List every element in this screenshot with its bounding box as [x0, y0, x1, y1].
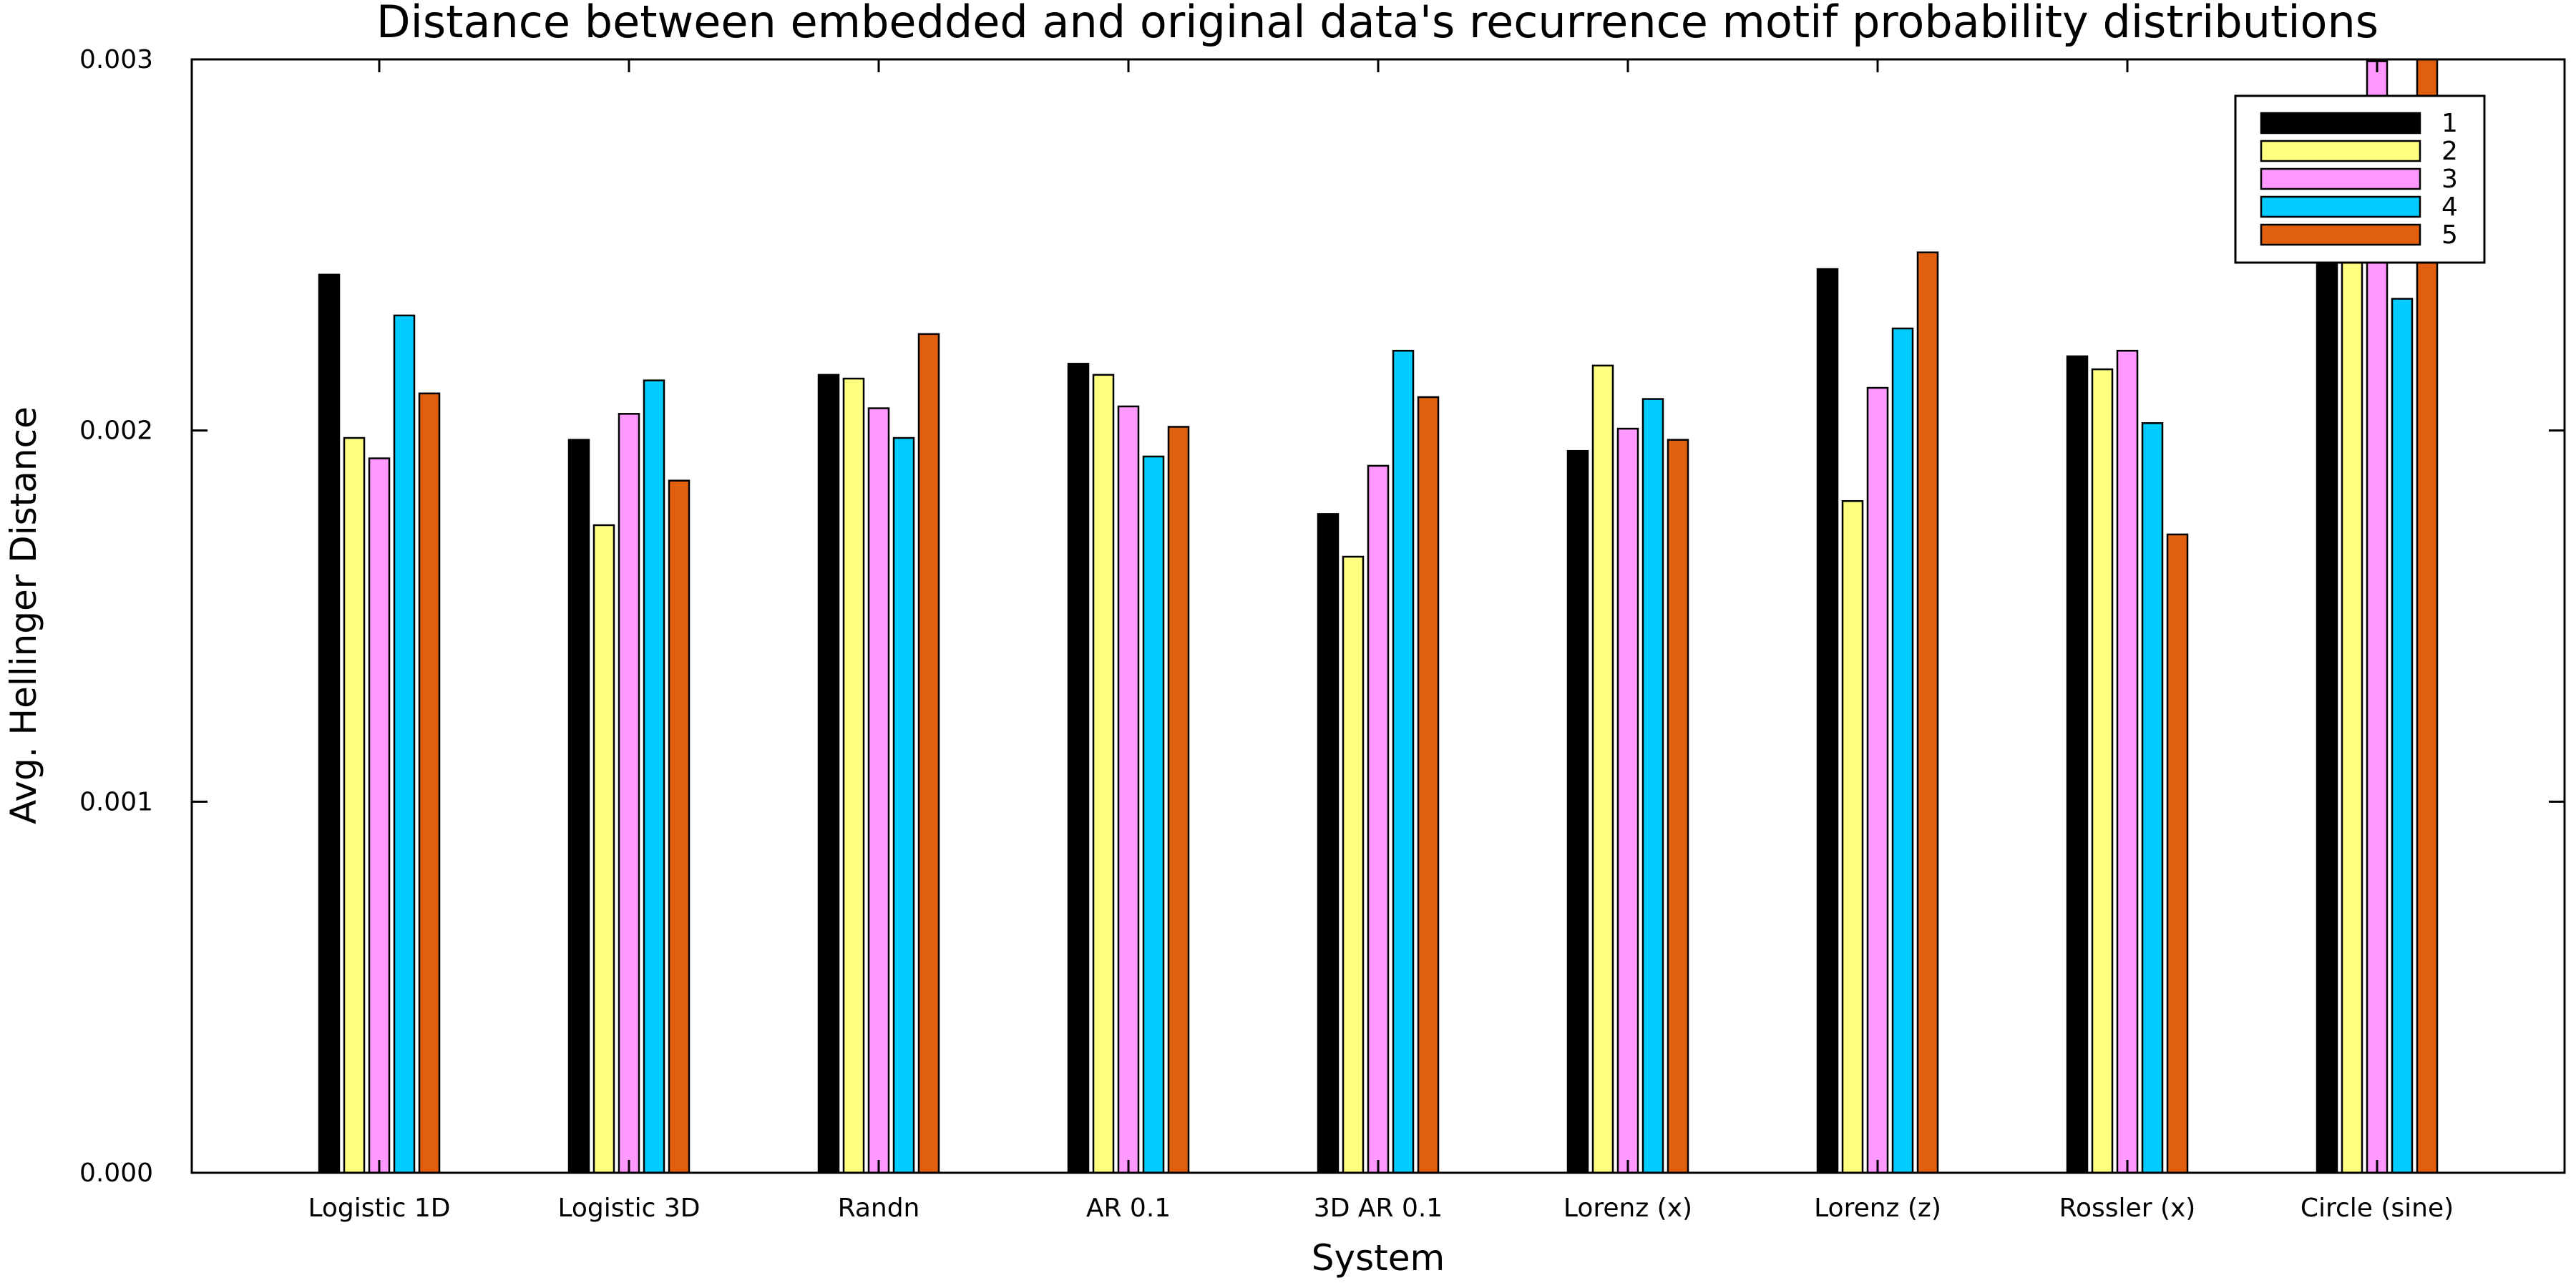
x-axis-label: System [1312, 1237, 1445, 1279]
legend-swatch-1 [2260, 112, 2421, 135]
bar-logistic-3d-series-5 [668, 479, 691, 1174]
bar-logistic-3d-series-1 [567, 439, 590, 1174]
bar-rossler-x-series-2 [2091, 368, 2114, 1174]
bar-logistic-1d-series-4 [393, 314, 416, 1174]
bar-lorenz-x-series-3 [1616, 427, 1639, 1174]
bar-lorenz-x-series-1 [1566, 449, 1589, 1174]
bar-ar-0-1-series-4 [1142, 455, 1165, 1174]
bar-randn-series-3 [867, 407, 890, 1174]
bar-3d-ar-0-1-series-3 [1367, 464, 1390, 1174]
bar-circle-sine-series-2 [2341, 255, 2363, 1174]
bar-logistic-1d-series-2 [343, 436, 366, 1174]
x-tick-label: Randn [838, 1194, 920, 1223]
x-tick-label: Lorenz (z) [1814, 1194, 1941, 1223]
x-tick-label: Circle (sine) [2301, 1194, 2454, 1223]
bar-ar-0-1-series-1 [1067, 363, 1090, 1174]
x-tick-label: AR 0.1 [1086, 1194, 1171, 1223]
bar-lorenz-z-series-1 [1816, 268, 1839, 1174]
x-tick-label: Rossler (x) [2059, 1194, 2196, 1223]
bar-lorenz-x-series-5 [1667, 439, 1689, 1174]
bar-logistic-1d-series-5 [418, 392, 441, 1174]
y-tick-label: 0.003 [79, 45, 153, 74]
bar-3d-ar-0-1-series-5 [1417, 396, 1440, 1174]
bar-lorenz-x-series-2 [1591, 364, 1614, 1174]
bar-randn-series-2 [842, 377, 865, 1174]
bar-lorenz-x-series-4 [1641, 398, 1664, 1174]
y-axis-label: Avg. Hellinger Distance [3, 406, 44, 824]
bar-rossler-x-series-3 [2116, 349, 2139, 1174]
bar-logistic-3d-series-4 [643, 379, 665, 1174]
y-tick-label: 0.001 [79, 787, 153, 816]
bar-randn-series-4 [892, 436, 915, 1174]
legend-swatch-4 [2260, 195, 2421, 218]
x-tick-label: Logistic 3D [557, 1194, 700, 1223]
bar-3d-ar-0-1-series-2 [1342, 555, 1365, 1174]
bar-randn-series-5 [917, 333, 940, 1174]
legend-swatch-2 [2260, 140, 2421, 162]
bar-rossler-x-series-1 [2066, 355, 2089, 1174]
legend-swatch-5 [2260, 223, 2421, 246]
bar-circle-sine-series-1 [2316, 248, 2338, 1174]
bar-logistic-1d-series-3 [368, 457, 391, 1174]
bar-lorenz-z-series-5 [1916, 251, 1939, 1174]
bar-logistic-3d-series-2 [592, 524, 615, 1174]
bar-rossler-x-series-4 [2141, 422, 2164, 1174]
y-tick-label: 0.000 [79, 1158, 153, 1188]
y-axis: 0.000 0.001 0.002 0.003 [79, 45, 2565, 1188]
bar-lorenz-z-series-4 [1891, 327, 1914, 1174]
bar-lorenz-z-series-3 [1866, 386, 1889, 1174]
bar-lorenz-z-series-2 [1841, 499, 1864, 1174]
bar-ar-0-1-series-5 [1167, 426, 1190, 1174]
bar-3d-ar-0-1-series-4 [1392, 349, 1415, 1174]
legend-swatch-3 [2260, 167, 2421, 190]
legend-label-2: 2 [2441, 137, 2458, 166]
legend-label-4: 4 [2441, 192, 2458, 222]
plot-bars [318, 58, 2439, 1174]
bar-rossler-x-series-5 [2166, 533, 2189, 1174]
y-tick-label: 0.002 [79, 416, 153, 446]
x-tick-label: Logistic 1D [308, 1194, 450, 1223]
bar-circle-sine-series-4 [2391, 298, 2414, 1174]
x-axis: Logistic 1D Logistic 3D Randn AR 0.1 3D AR 0… [308, 59, 2454, 1223]
bar-ar-0-1-series-2 [1092, 374, 1115, 1174]
bar-logistic-1d-series-1 [318, 273, 341, 1174]
legend-label-3: 3 [2441, 165, 2458, 194]
legend-label-5: 5 [2441, 220, 2458, 250]
bar-ar-0-1-series-3 [1117, 405, 1140, 1174]
bar-logistic-3d-series-3 [618, 413, 640, 1174]
bar-randn-series-1 [817, 374, 840, 1174]
bar-3d-ar-0-1-series-1 [1317, 513, 1340, 1174]
x-tick-label: 3D AR 0.1 [1314, 1194, 1443, 1223]
x-tick-label: Lorenz (x) [1563, 1194, 1692, 1223]
chart-title: Distance between embedded and original d… [376, 0, 2379, 48]
legend-label-1: 1 [2441, 109, 2458, 138]
